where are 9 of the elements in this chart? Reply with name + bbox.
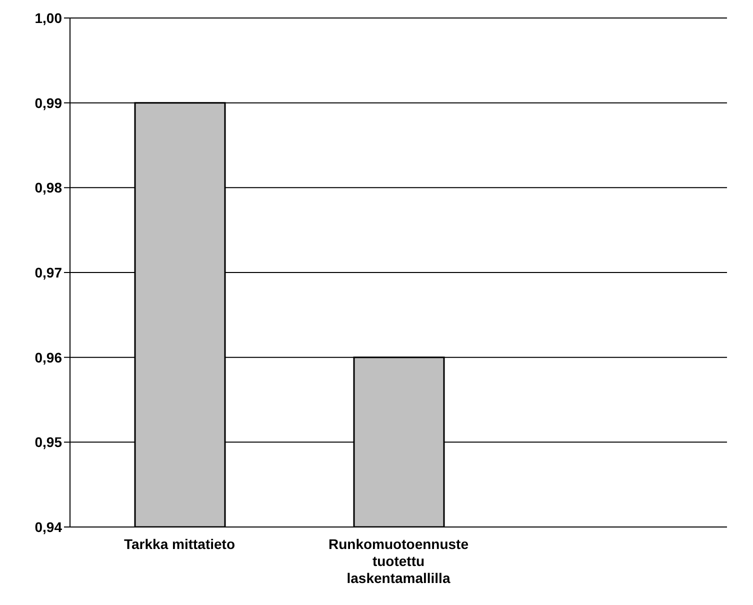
y-tick-label: 0,95 <box>34 434 62 450</box>
y-tick-label: 0,96 <box>34 349 62 366</box>
y-tick-label: 1,00 <box>34 10 62 26</box>
y-tick-label: 0,98 <box>34 180 62 196</box>
y-tick-label: 0,94 <box>34 518 62 535</box>
x-tick-label: Runkomuotoennuste tuotettu laskentamallilla <box>328 536 469 586</box>
y-tick-label: 0,97 <box>34 264 62 280</box>
x-tick-label: Tarkka mittatieto <box>124 536 235 552</box>
y-tick-label: 0,99 <box>34 94 62 111</box>
